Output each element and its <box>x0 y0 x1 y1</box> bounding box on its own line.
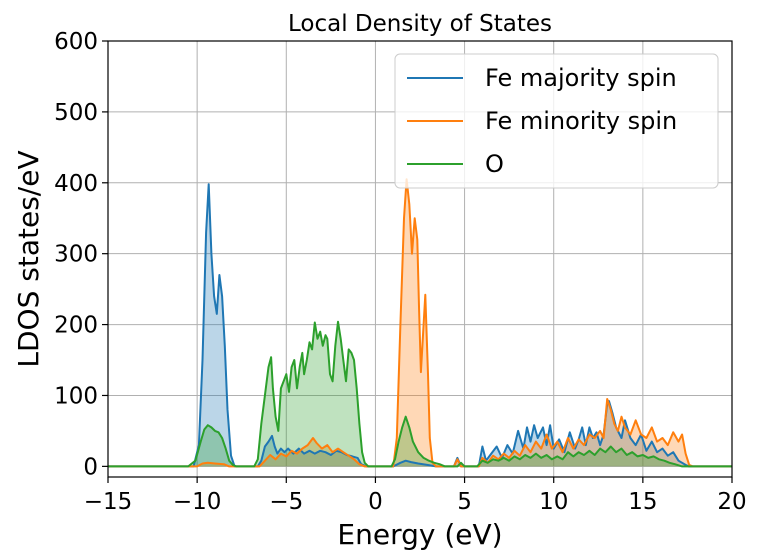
x-tick-label: 10 <box>539 489 568 515</box>
legend-box <box>394 53 719 189</box>
series-fills <box>108 179 732 467</box>
series-fill-fe-minority-spin <box>108 179 732 467</box>
x-tick-label: 15 <box>628 489 657 515</box>
plot-frame <box>107 40 733 478</box>
legend-label: Fe minority spin <box>485 107 677 135</box>
legend: Fe majority spin Fe minority spin O <box>394 53 719 189</box>
y-tick-label: 600 <box>54 29 98 55</box>
y-axis-label: LDOS states/eV <box>12 150 45 367</box>
x-tick-label: −5 <box>269 489 303 515</box>
series-lines <box>108 178 732 468</box>
series-line-fe-minority-spin <box>108 178 732 468</box>
x-tick-label: 5 <box>457 489 472 515</box>
series-line-o <box>108 320 732 468</box>
x-tick-label: −10 <box>173 489 222 515</box>
x-tick-label: 20 <box>717 489 746 515</box>
y-tick-label: 300 <box>54 242 98 268</box>
legend-label: Fe majority spin <box>485 64 677 92</box>
chart-title: Local Density of States <box>288 11 552 37</box>
series-fill-o <box>108 321 732 467</box>
y-tick-label: 0 <box>83 454 98 480</box>
y-tick-label: 500 <box>54 100 98 126</box>
x-axis-label: Energy (eV) <box>337 518 502 551</box>
y-tick-label: 200 <box>54 313 98 339</box>
y-tick-label: 400 <box>54 171 98 197</box>
x-tick-label: −15 <box>84 489 133 515</box>
x-tick-label: 0 <box>368 489 383 515</box>
y-tick-label: 100 <box>54 383 98 409</box>
legend-label: O <box>485 150 504 178</box>
